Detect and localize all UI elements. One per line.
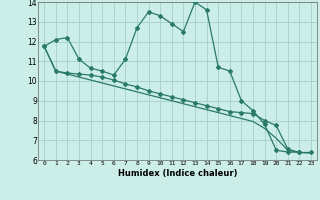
X-axis label: Humidex (Indice chaleur): Humidex (Indice chaleur)	[118, 169, 237, 178]
